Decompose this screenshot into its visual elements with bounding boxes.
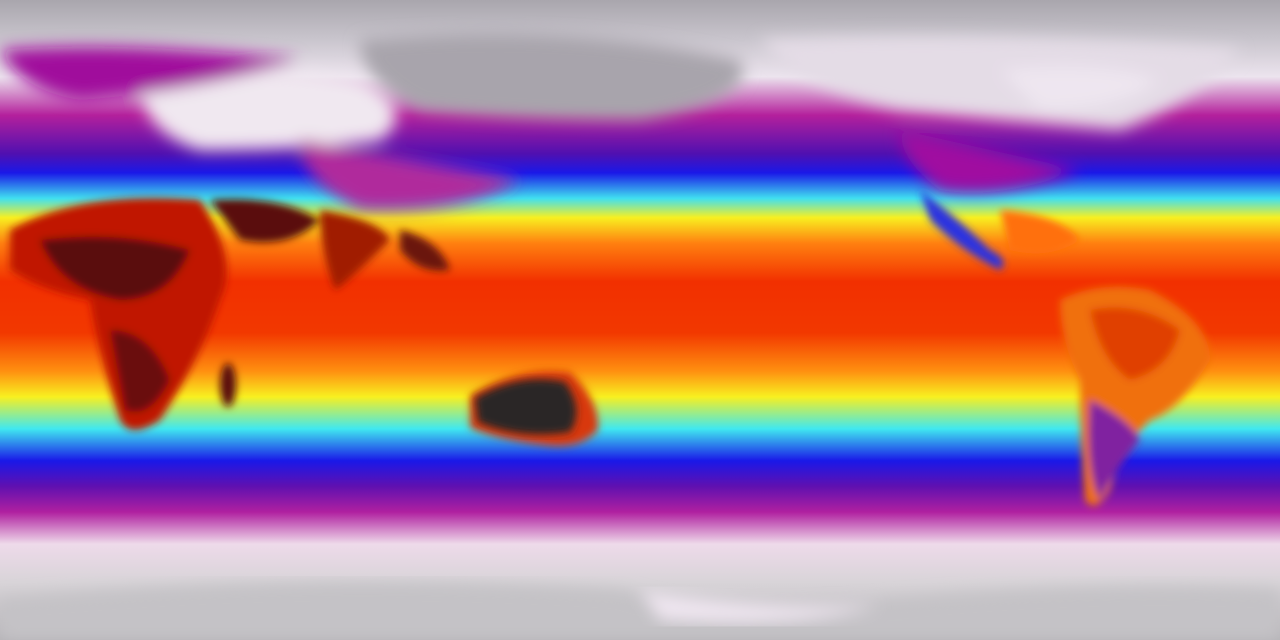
south-america-landmass [1060,286,1210,506]
northern-landmasses [0,33,1240,211]
africa-landmass [10,198,227,430]
madagascar [220,363,236,407]
south-asia-landmass [210,199,450,407]
north-america-landmass [920,190,1080,270]
antarctica-landmass [0,582,1280,640]
australia-landmass [470,370,599,446]
antarctic-ice-shelf [640,590,880,623]
